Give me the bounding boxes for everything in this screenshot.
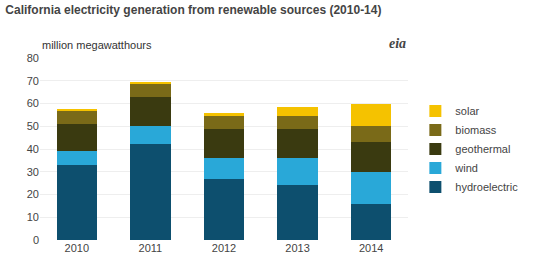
svg-text:2012: 2012	[212, 242, 236, 254]
svg-text:hydroelectric: hydroelectric	[455, 181, 518, 193]
svg-text:70: 70	[27, 75, 39, 87]
svg-text:million megawatthours: million megawatthours	[42, 39, 152, 51]
svg-text:20: 20	[27, 188, 39, 200]
svg-text:40: 40	[27, 143, 39, 155]
svg-text:2014: 2014	[359, 242, 383, 254]
svg-text:geothermal: geothermal	[455, 143, 510, 155]
svg-text:60: 60	[27, 97, 39, 109]
svg-text:2011: 2011	[139, 242, 163, 254]
svg-text:eia: eia	[389, 36, 406, 51]
svg-text:50: 50	[27, 120, 39, 132]
svg-text:solar: solar	[455, 105, 479, 117]
svg-text:California electricity generat: California electricity generation from r…	[5, 3, 381, 17]
svg-text:2013: 2013	[285, 242, 309, 254]
svg-text:0: 0	[33, 234, 39, 246]
svg-text:10: 10	[27, 211, 39, 223]
svg-text:biomass: biomass	[455, 124, 496, 136]
svg-text:2010: 2010	[65, 242, 89, 254]
svg-text:80: 80	[27, 52, 39, 64]
svg-text:30: 30	[27, 166, 39, 178]
svg-text:wind: wind	[454, 162, 478, 174]
